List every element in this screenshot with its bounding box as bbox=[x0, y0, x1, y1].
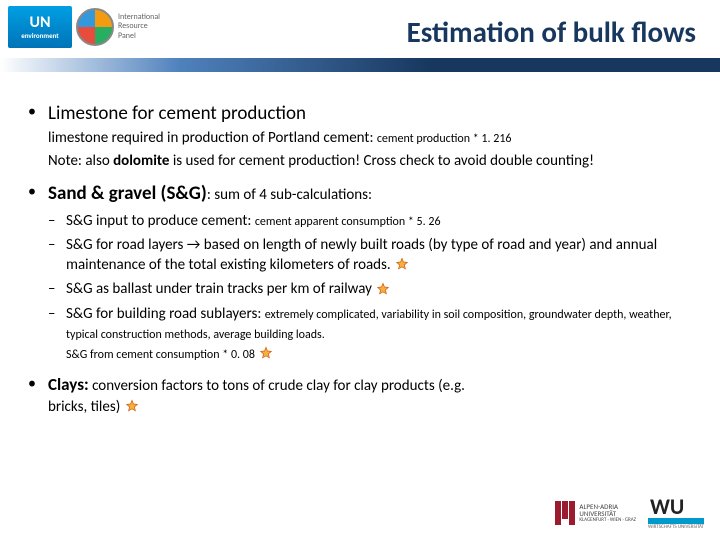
footer-logos: ALPEN-ADRIA UNIVERSITÄT KLAGENFURT · WIE… bbox=[555, 496, 704, 530]
limestone-line1a: limestone required in production of Port… bbox=[48, 129, 377, 147]
aau-text: ALPEN-ADRIA UNIVERSITÄT KLAGENFURT · WIE… bbox=[579, 503, 636, 524]
irp-line3: Panel bbox=[118, 32, 160, 42]
wu-logo-sub: WIRTSCHAFTS UNIVERSITÄT bbox=[648, 524, 704, 530]
sg1b: cement apparent consumption * 5. 26 bbox=[255, 215, 441, 229]
header: UN environment International Resource Pa… bbox=[0, 0, 720, 84]
sg-sub4-text: S&G for building road sublayers: extreme… bbox=[66, 304, 692, 365]
sg-sub1-text: S&G input to produce cement: cement appa… bbox=[66, 211, 692, 231]
sg3: S&G as ballast under train tracks per km… bbox=[66, 280, 372, 298]
aau-mark-icon bbox=[555, 501, 575, 525]
bullet-marker: • bbox=[28, 102, 48, 123]
sg-title-bold: Sand & gravel (S&G) bbox=[48, 182, 207, 205]
bullet-clays: • Clays: conversion factors to tons of c… bbox=[28, 374, 692, 416]
aau-bar bbox=[562, 501, 568, 519]
irp-logo-text: International Resource Panel bbox=[118, 13, 160, 42]
bullet-head: • Sand & gravel (S&G): sum of 4 sub-calc… bbox=[28, 182, 692, 205]
aau-logo: ALPEN-ADRIA UNIVERSITÄT KLAGENFURT · WIE… bbox=[555, 501, 636, 525]
limestone-factor: cement production * 1. 216 bbox=[377, 132, 512, 146]
dash-marker: – bbox=[48, 304, 66, 324]
un-environment-logo: UN environment bbox=[8, 6, 72, 48]
sg2: S&G for road layers → based on length of… bbox=[66, 236, 657, 274]
wu-logo-text: WU bbox=[648, 496, 704, 524]
bullet-limestone: • Limestone for cement production limest… bbox=[28, 102, 692, 172]
irp-circle-icon bbox=[76, 8, 114, 46]
dash-marker: – bbox=[48, 235, 66, 255]
dash-marker: – bbox=[48, 279, 66, 299]
bullet-head: • Clays: conversion factors to tons of c… bbox=[28, 374, 692, 416]
header-logos: UN environment International Resource Pa… bbox=[8, 6, 160, 48]
sg-sub4: – S&G for building road sublayers: extre… bbox=[48, 304, 692, 365]
star-icon bbox=[394, 257, 410, 273]
clays-body: conversion factors to tons of crude clay… bbox=[48, 377, 465, 416]
sg-sub2: – S&G for road layers → based on length … bbox=[48, 235, 692, 276]
header-divider bbox=[0, 58, 720, 72]
sg-sub3-text: S&G as ballast under train tracks per km… bbox=[66, 279, 692, 299]
sg-subitems: – S&G input to produce cement: cement ap… bbox=[48, 211, 692, 365]
bullet-sand-gravel: • Sand & gravel (S&G): sum of 4 sub-calc… bbox=[28, 182, 692, 365]
clays-bold: Clays: bbox=[48, 374, 89, 395]
sg-sub3: – S&G as ballast under train tracks per … bbox=[48, 279, 692, 299]
sg4c: S&G from cement consumption * 0. 08 bbox=[66, 348, 255, 362]
bullet-body: limestone required in production of Port… bbox=[48, 128, 692, 148]
aau-line3: KLAGENFURT · WIEN · GRAZ bbox=[579, 518, 636, 524]
star-icon bbox=[124, 399, 140, 415]
bullet-marker: • bbox=[28, 374, 48, 395]
star-icon bbox=[258, 346, 274, 362]
note-b: dolomite bbox=[113, 152, 169, 170]
clays-title: Clays: conversion factors to tons of cru… bbox=[48, 374, 468, 416]
aau-bar bbox=[555, 501, 561, 525]
aau-bar bbox=[569, 501, 575, 525]
note-a: Note: also bbox=[48, 152, 113, 170]
bullet-head: • Limestone for cement production bbox=[28, 102, 692, 125]
dash-marker: – bbox=[48, 211, 66, 231]
bullet-marker: • bbox=[28, 182, 48, 203]
un-logo-title: UN bbox=[30, 15, 51, 31]
limestone-note: Note: also dolomite is used for cement p… bbox=[48, 151, 692, 171]
un-logo-sub: environment bbox=[21, 31, 58, 40]
bullet-title: Limestone for cement production bbox=[48, 102, 306, 125]
sg-sub2-text: S&G for road layers → based on length of… bbox=[66, 235, 692, 276]
page-title: Estimation of bulk flows bbox=[407, 14, 696, 50]
note-c: is used for cement production! Cross che… bbox=[169, 152, 594, 170]
sg-sub1: – S&G input to produce cement: cement ap… bbox=[48, 211, 692, 231]
irp-logo: International Resource Panel bbox=[76, 8, 160, 46]
title-bar: Estimation of bulk flows bbox=[220, 8, 720, 56]
star-icon bbox=[375, 282, 391, 298]
wu-logo: WU WIRTSCHAFTS UNIVERSITÄT bbox=[648, 496, 704, 530]
sg-title-rest: : sum of 4 sub-calculations: bbox=[207, 186, 372, 204]
content: • Limestone for cement production limest… bbox=[0, 84, 720, 416]
sg4a: S&G for building road sublayers: bbox=[66, 305, 265, 323]
sg1a: S&G input to produce cement: bbox=[66, 212, 255, 230]
bullet-title: Sand & gravel (S&G): sum of 4 sub-calcul… bbox=[48, 182, 372, 205]
